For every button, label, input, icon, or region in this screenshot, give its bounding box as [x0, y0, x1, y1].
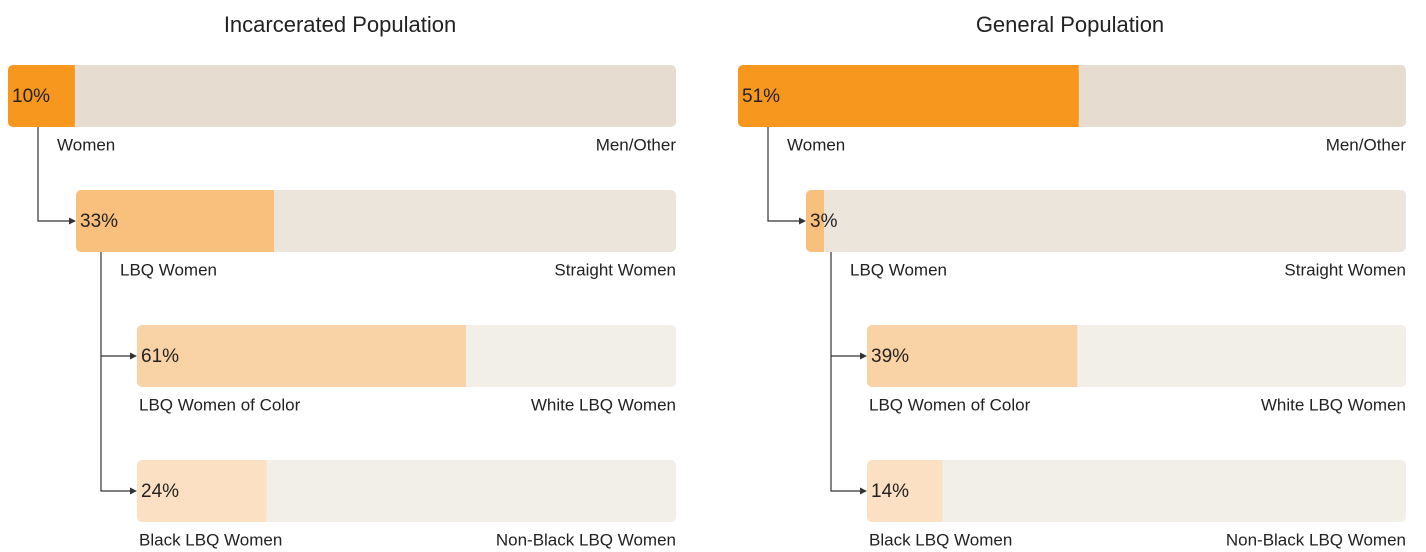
value-label: 33%	[80, 211, 118, 232]
connector	[767, 127, 800, 222]
rest-label: Straight Women	[1284, 260, 1406, 279]
bar	[8, 65, 75, 127]
rest-label: Straight Women	[554, 260, 676, 279]
value-label: 24%	[141, 481, 179, 502]
bar-edge	[1073, 65, 1079, 127]
rest-label: Non-Black LBQ Women	[496, 530, 676, 549]
bar-edge	[937, 460, 943, 522]
rest-label: Men/Other	[1326, 135, 1407, 154]
bar-track	[806, 190, 1406, 252]
bar	[867, 460, 943, 522]
bar-track	[867, 460, 1406, 522]
value-label: 61%	[141, 346, 179, 367]
bar-edge	[819, 190, 824, 252]
bar	[738, 65, 1079, 127]
arrow-head	[799, 217, 806, 225]
rest-label: White LBQ Women	[1261, 395, 1406, 414]
value-label: 10%	[12, 86, 50, 107]
value-label: 3%	[810, 211, 838, 232]
value-label: 39%	[871, 346, 909, 367]
bar	[137, 460, 267, 522]
bar-edge	[460, 325, 466, 387]
bar-edge	[1072, 325, 1078, 387]
bar	[76, 190, 274, 252]
arrow-head	[860, 487, 867, 495]
category-label: Women	[787, 135, 845, 154]
panel-title: Incarcerated Population	[224, 12, 456, 37]
bar-edge	[261, 460, 267, 522]
arrow-head	[130, 352, 137, 360]
panel-title: General Population	[976, 12, 1164, 37]
bar-edge	[269, 190, 274, 252]
category-label: LBQ Women of Color	[869, 395, 1031, 414]
arrow-head	[860, 352, 867, 360]
value-label: 51%	[742, 86, 780, 107]
bar	[137, 325, 466, 387]
bar	[867, 325, 1078, 387]
category-label: LBQ Women	[850, 260, 947, 279]
connector	[830, 252, 861, 492]
category-label: Black LBQ Women	[139, 530, 282, 549]
category-label: Women	[57, 135, 115, 154]
category-label: Black LBQ Women	[869, 530, 1012, 549]
value-label: 14%	[871, 481, 909, 502]
rest-label: Men/Other	[596, 135, 677, 154]
rest-label: White LBQ Women	[531, 395, 676, 414]
arrow-head	[130, 487, 137, 495]
arrow-head	[69, 217, 76, 225]
bar-edge	[69, 65, 75, 127]
rest-label: Non-Black LBQ Women	[1226, 530, 1406, 549]
category-label: LBQ Women of Color	[139, 395, 301, 414]
connector	[37, 127, 70, 222]
bar-track	[137, 460, 676, 522]
bar-track	[8, 65, 676, 127]
connector	[100, 252, 131, 492]
category-label: LBQ Women	[120, 260, 217, 279]
